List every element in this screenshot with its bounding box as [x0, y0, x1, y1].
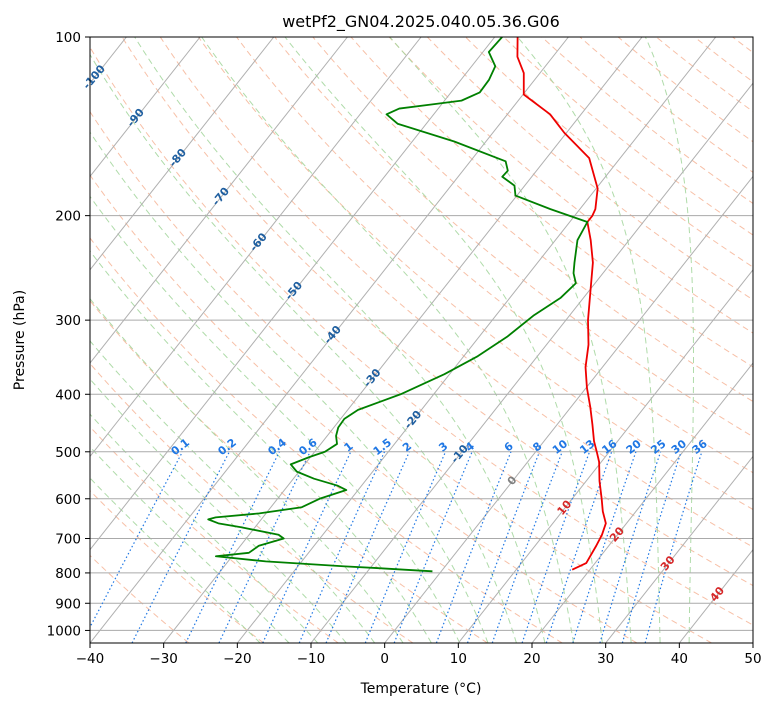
moist-adiabat — [134, 37, 546, 643]
y-tick-label: 200 — [55, 209, 81, 225]
x-tick-label: 0 — [380, 651, 389, 667]
dry-adiabat — [90, 426, 339, 643]
moist-adiabat — [90, 340, 376, 643]
mixing-ratio-line — [185, 451, 280, 643]
x-tick-label: −20 — [223, 651, 252, 667]
y-tick-label: 1000 — [47, 623, 81, 639]
mixing-ratio-line — [325, 451, 410, 643]
dry-adiabat — [90, 174, 638, 643]
y-tick-label: 800 — [55, 566, 81, 582]
x-tick-label: 20 — [523, 651, 540, 667]
axes: −40 −30 −20 −10 0 10 20 30 40 50 100 200 300 400 500 60… — [47, 30, 762, 667]
x-tick-label: −10 — [297, 651, 326, 667]
dry-adiabat — [90, 237, 563, 643]
moist-adiabat — [389, 37, 632, 643]
moist-adiabat — [90, 195, 461, 643]
isotherm-line — [90, 37, 569, 643]
y-tick-label: 500 — [55, 445, 81, 461]
mixing-ratio-line — [621, 451, 682, 643]
plot-fill — [90, 37, 753, 643]
y-tick-label: 300 — [55, 313, 81, 329]
mixing-ratio-line — [435, 451, 512, 643]
isotherm-line — [457, 268, 753, 643]
moist-adiabat — [201, 37, 575, 643]
x-tick-label: 10 — [450, 651, 467, 667]
dry-adiabat — [159, 37, 753, 548]
moist-adiabat — [90, 413, 319, 643]
mixing-ratio-line — [545, 451, 613, 643]
mixing-ratio-line — [364, 451, 447, 643]
plot-background — [90, 37, 753, 643]
dry-adiabat — [236, 37, 753, 474]
mixing-ratio-line — [466, 451, 541, 643]
isotherm-line — [90, 37, 201, 178]
dry-adiabat — [121, 37, 753, 587]
moist-adiabat — [90, 250, 432, 643]
plot-area — [90, 37, 775, 643]
x-axis-label: Temperature (°C) — [360, 681, 482, 697]
isotherm-line — [90, 37, 348, 364]
plot-frame — [89, 36, 754, 644]
dry-adiabat — [274, 37, 753, 438]
moist-adiabat — [90, 477, 261, 643]
isotherm-line — [90, 37, 422, 458]
mixing-ratio-line — [90, 451, 184, 629]
mixing-ratio-line — [393, 451, 473, 643]
dry-adiabat — [90, 299, 488, 643]
isotherm-line — [531, 362, 753, 643]
mixing-ratio-line — [599, 451, 662, 643]
mixing-ratio-line — [521, 451, 591, 643]
moist-adiabat — [644, 37, 694, 643]
moist-adiabat — [90, 446, 290, 643]
isotherm-line — [90, 37, 496, 551]
isotherm-line — [236, 37, 717, 643]
chart-title: wetPf2_GN04.2025.040.05.36.G06 — [282, 12, 560, 32]
x-tick-label: 30 — [597, 651, 614, 667]
dry-adiabat — [771, 37, 775, 643]
temperature-profile — [516, 37, 607, 571]
moist-adiabat — [517, 37, 661, 643]
mixing-ratio-line — [491, 451, 563, 643]
moist-adiabat — [90, 297, 404, 643]
moist-adiabat — [284, 37, 603, 643]
y-tick-label: 600 — [55, 492, 81, 508]
x-tick-label: −40 — [76, 651, 105, 667]
mixing-ratio-line — [644, 451, 703, 643]
dewpoint-profile — [207, 37, 589, 573]
dry-adiabat — [350, 37, 753, 368]
isotherm-line — [90, 37, 275, 271]
x-tick-label: 40 — [671, 651, 688, 667]
moist-adiabat — [90, 131, 489, 643]
y-tick-label: 900 — [55, 596, 81, 612]
isotherm-line — [605, 455, 753, 643]
dry-adiabat — [90, 554, 190, 643]
x-tick-label: 50 — [744, 651, 761, 667]
dry-adiabat — [90, 46, 753, 626]
y-axis-label: Pressure (hPa) — [12, 290, 28, 390]
x-tick-label: −30 — [149, 651, 178, 667]
moist-adiabat — [90, 53, 517, 643]
isotherm-line — [310, 82, 753, 643]
isotherm-line — [163, 37, 643, 643]
mixing-ratio-line — [298, 451, 386, 643]
y-tick-label: 400 — [55, 387, 81, 403]
mixing-ratio-line — [572, 451, 637, 643]
dry-adiabat — [197, 37, 753, 511]
dry-adiabat — [90, 110, 712, 643]
y-tick-label: 700 — [55, 532, 81, 548]
isotherm-line — [384, 175, 753, 643]
isotherm-line — [752, 642, 753, 643]
y-tick-label: 100 — [55, 30, 81, 46]
